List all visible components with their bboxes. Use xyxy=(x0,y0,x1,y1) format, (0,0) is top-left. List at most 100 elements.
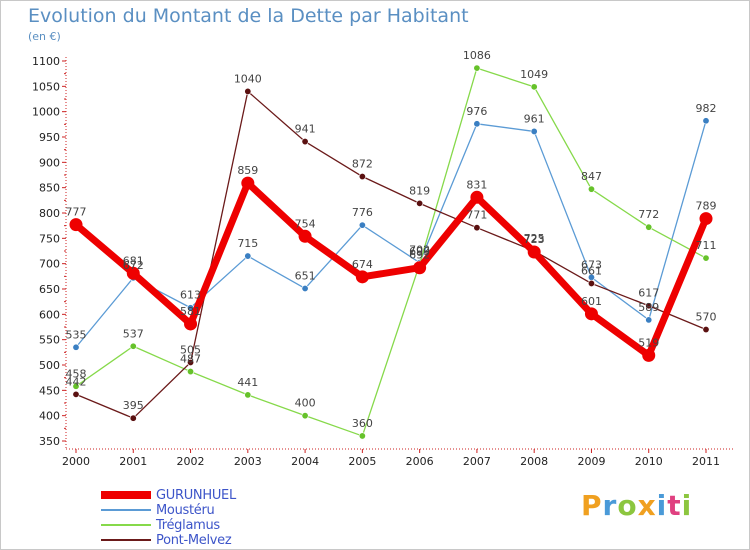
data-label: 400 xyxy=(295,397,316,410)
data-label: 458 xyxy=(66,367,87,380)
data-label: 789 xyxy=(696,200,717,213)
data-point xyxy=(587,185,595,193)
y-tick-label: 450 xyxy=(39,384,60,397)
data-label: 847 xyxy=(581,170,602,183)
brand-letter: i xyxy=(656,489,668,522)
data-point xyxy=(413,261,427,275)
data-label: 535 xyxy=(66,328,87,341)
data-point xyxy=(702,326,710,334)
y-tick-label: 950 xyxy=(39,131,60,144)
data-point xyxy=(301,138,309,146)
series-line-pont-melvez xyxy=(75,90,707,419)
data-label: 1040 xyxy=(234,72,262,85)
data-label: 601 xyxy=(581,295,602,308)
series-line-gurunhuel xyxy=(72,179,710,359)
y-tick-label: 700 xyxy=(39,258,60,271)
data-label: 661 xyxy=(581,264,602,277)
data-point xyxy=(184,317,198,331)
data-label: 651 xyxy=(295,269,316,282)
y-tick-label: 1050 xyxy=(32,80,60,93)
data-label: 772 xyxy=(638,208,659,221)
data-label: 702 xyxy=(409,244,430,257)
legend-label: Pont-Melvez xyxy=(156,533,232,548)
data-label: 771 xyxy=(466,209,487,222)
x-tick-label: 2006 xyxy=(406,455,434,468)
y-tick-label: 650 xyxy=(39,283,60,296)
data-label: 673 xyxy=(581,258,602,271)
data-point xyxy=(72,343,80,351)
data-label: 831 xyxy=(466,178,487,191)
data-label: 699 xyxy=(409,245,430,258)
y-tick-label: 800 xyxy=(39,207,60,220)
data-label: 681 xyxy=(123,254,144,267)
data-point xyxy=(72,390,80,398)
data-point xyxy=(645,316,653,324)
data-point xyxy=(358,221,366,229)
series-line-moustéru xyxy=(75,120,707,348)
data-label: 395 xyxy=(123,399,144,412)
x-tick-label: 2005 xyxy=(348,455,376,468)
data-point xyxy=(702,254,710,262)
data-label: 1049 xyxy=(520,68,548,81)
data-point xyxy=(301,412,309,420)
series-line-tréglamus xyxy=(75,67,707,437)
data-point xyxy=(298,229,312,243)
data-point xyxy=(473,120,481,128)
legend-swatch xyxy=(101,509,151,511)
x-tick-label: 2002 xyxy=(177,455,205,468)
x-tick-label: 2000 xyxy=(62,455,90,468)
brand-letter: x xyxy=(637,489,657,522)
data-label: 961 xyxy=(524,112,545,125)
data-point xyxy=(187,368,195,376)
chart-title: Evolution du Montant de la Dette par Hab… xyxy=(28,5,469,27)
legend-swatch xyxy=(101,539,151,541)
brand-letter: i xyxy=(681,489,693,522)
data-label: 1086 xyxy=(463,49,491,62)
data-point xyxy=(470,190,484,204)
y-tick-label: 850 xyxy=(39,182,60,195)
data-label: 617 xyxy=(638,287,659,300)
proxiti-logo: Proxiti xyxy=(581,489,692,522)
data-label: 589 xyxy=(638,301,659,314)
data-label: 505 xyxy=(180,343,201,356)
data-point xyxy=(416,199,424,207)
data-point xyxy=(587,279,595,287)
y-tick-label: 500 xyxy=(39,359,60,372)
data-label: 672 xyxy=(123,259,144,272)
data-point xyxy=(530,127,538,135)
data-point xyxy=(530,83,538,91)
data-point xyxy=(358,432,366,440)
data-point xyxy=(241,176,255,190)
data-label: 819 xyxy=(409,184,430,197)
data-label: 692 xyxy=(409,249,430,262)
y-tick-label: 550 xyxy=(39,334,60,347)
x-tick-label: 2010 xyxy=(635,455,663,468)
legend-swatch xyxy=(101,491,151,499)
data-label: 976 xyxy=(466,105,487,118)
data-label: 360 xyxy=(352,417,373,430)
x-tick-label: 2011 xyxy=(692,455,720,468)
data-label: 581 xyxy=(180,305,201,318)
data-label: 859 xyxy=(237,164,258,177)
x-tick-label: 2008 xyxy=(520,455,548,468)
data-point xyxy=(645,223,653,231)
y-tick-label: 1000 xyxy=(32,106,60,119)
data-label: 777 xyxy=(66,206,87,219)
y-tick-label: 900 xyxy=(39,156,60,169)
data-label: 487 xyxy=(180,353,201,366)
data-point xyxy=(699,212,713,226)
data-point xyxy=(244,391,252,399)
data-label: 872 xyxy=(352,158,373,171)
data-label: 941 xyxy=(295,123,316,136)
data-label: 519 xyxy=(638,336,659,349)
data-point xyxy=(126,266,140,280)
data-point xyxy=(244,252,252,260)
data-label: 715 xyxy=(237,237,258,250)
data-point xyxy=(702,117,710,125)
data-label: 442 xyxy=(66,375,87,388)
y-tick-label: 600 xyxy=(39,308,60,321)
data-point xyxy=(527,245,541,259)
legend-label: Tréglamus xyxy=(156,518,220,533)
data-label: 723 xyxy=(524,233,545,246)
